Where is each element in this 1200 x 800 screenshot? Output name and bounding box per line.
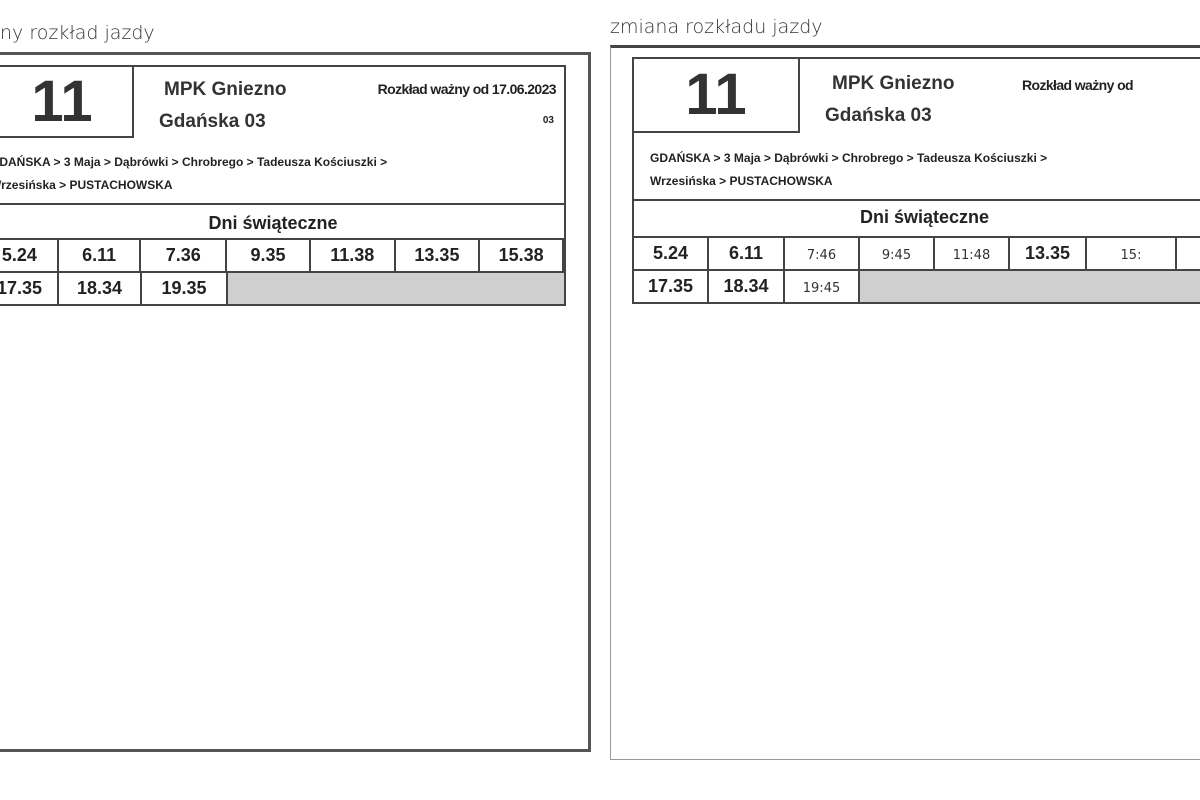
left-caption: ny rozkład jazdy [0,22,155,44]
times-grid: 5.24 6.11 7:46 9:45 11:48 13.35 15: 17.35 18.34 1… [634,236,1200,302]
departure-time: 5.24 [0,240,59,271]
departure-time: 13.35 [396,240,481,271]
departure-time: 18.34 [59,273,142,304]
departure-time: 7.36 [141,240,228,271]
departure-time: 15: [1087,238,1177,269]
route-line-2: Wrzesińska > PUSTACHOWSKA [650,174,833,188]
day-type-header: Dni świąteczne [208,213,338,233]
route-line-2: Wrzesińska > PUSTACHOWSKA [0,178,173,192]
departure-time: 11.38 [311,240,396,271]
route-line-1: GDAŃSKA > 3 Maja > Dąbrówki > Chrobrego … [650,151,1048,165]
valid-from: Rozkład ważny od [1022,77,1134,93]
line-number: 11 [0,67,134,138]
departure-time: 9.35 [227,240,311,271]
departure-time: 18.34 [709,271,785,302]
times-row: 5.24 6.11 7.36 9.35 11.38 13.35 15.38 [0,238,564,271]
operator-name: MPK Gniezno [164,79,287,100]
times-row: 5.24 6.11 7:46 9:45 11:48 13.35 15: [634,236,1200,269]
empty-cell [228,273,564,304]
departure-time: 7:46 [785,238,860,269]
departure-time: 6.11 [709,238,785,269]
departure-time: 13.35 [1010,238,1087,269]
departure-time: 6.11 [59,240,142,271]
valid-from: Rozkład ważny od 17.06.2023 [377,81,557,97]
day-type-header: Dni świąteczne [860,207,990,227]
stop-code: 03 [542,115,554,126]
departure-time: 9:45 [860,238,935,269]
route-line-1: GDAŃSKA > 3 Maja > Dąbrówki > Chrobrego … [0,155,388,169]
operator-name: MPK Gniezno [832,73,955,94]
left-outer-frame [0,52,591,752]
right-caption: zmiana rozkładu jazdy [610,16,823,38]
divider [0,203,564,205]
right-outer-frame [610,45,1200,760]
divider [634,199,1200,201]
stop-name: Gdańska 03 [825,105,932,126]
empty-cell [860,271,1200,302]
departure-time: 11:48 [935,238,1010,269]
line-number: 11 [634,59,800,133]
departure-time: 19:45 [785,271,860,302]
left-timetable: 11 MPK Gniezno Gdańska 03 Rozkład ważny … [0,65,566,306]
departure-time: 5.24 [634,238,709,269]
times-row: 17.35 18.34 19.35 [0,271,564,304]
departure-time: 17.35 [0,273,59,304]
departure-time: 17.35 [634,271,709,302]
departure-time: 15.38 [480,240,564,271]
times-row: 17.35 18.34 19:45 [634,269,1200,302]
times-grid: 5.24 6.11 7.36 9.35 11.38 13.35 15.38 17.35 18.3… [0,238,564,304]
departure-time: 19.35 [142,273,228,304]
stop-name: Gdańska 03 [159,111,266,132]
right-timetable: 11 MPK Gniezno Gdańska 03 Rozkład ważny … [632,57,1200,304]
